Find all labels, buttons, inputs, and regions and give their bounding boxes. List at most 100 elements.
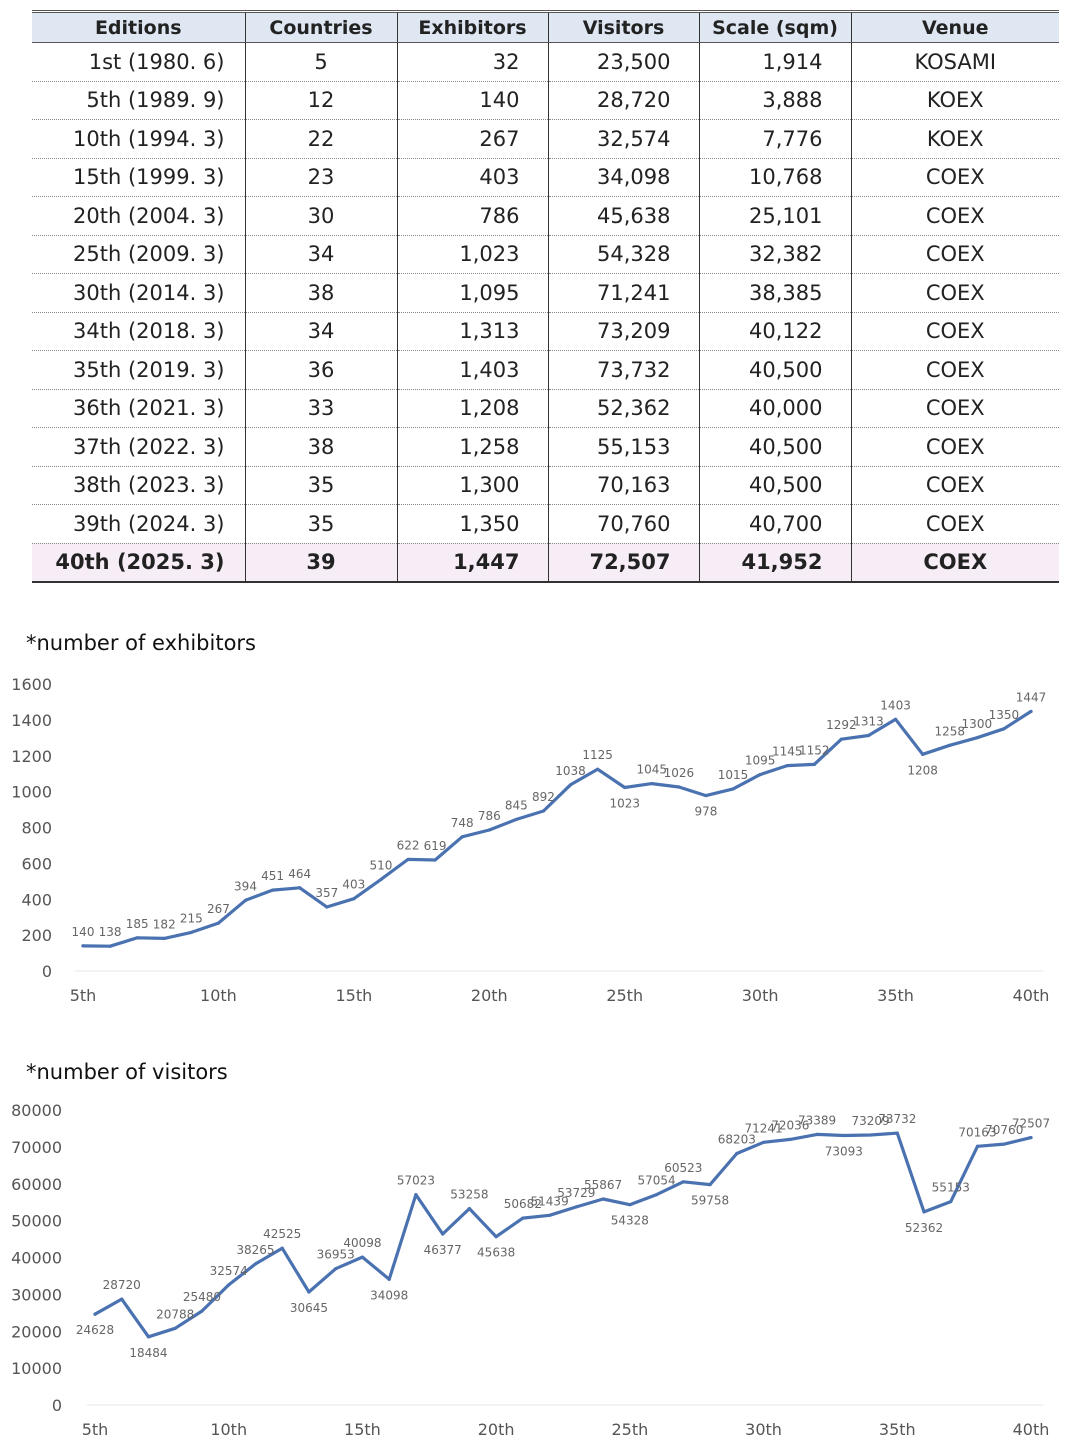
header-visitors: Visitors: [548, 11, 700, 43]
data-point: [441, 1232, 445, 1236]
cell-exhibitors: 786: [397, 196, 549, 236]
y-tick-label: 20000: [11, 1322, 62, 1341]
data-point: [921, 752, 925, 756]
cell-countries: 35: [245, 466, 398, 505]
data-point: [81, 944, 85, 948]
data-label: 786: [478, 809, 501, 823]
data-label: 1403: [880, 698, 911, 712]
x-tick-label: 15th: [344, 1420, 381, 1439]
cell-exhibitors: 1,403: [397, 350, 549, 390]
data-label: 28720: [103, 1278, 141, 1292]
data-label: 185: [126, 917, 149, 931]
data-label: 53258: [450, 1188, 488, 1202]
data-point: [922, 1210, 926, 1214]
data-point: [189, 930, 193, 935]
data-label: 24628: [76, 1323, 114, 1337]
data-point: [135, 936, 139, 940]
cell-visitors: 73,732: [548, 350, 700, 390]
data-point: [494, 1235, 498, 1239]
data-label: 267: [207, 902, 230, 916]
cell-scale: 10,768: [699, 158, 852, 197]
data-label: 73209: [851, 1114, 889, 1128]
data-point: [460, 835, 464, 839]
y-tick-label: 1600: [11, 675, 52, 694]
data-label: 38265: [236, 1243, 274, 1257]
cell-exhibitors: 140: [397, 81, 549, 120]
cell-countries: 33: [245, 389, 398, 428]
data-point: [541, 809, 546, 813]
data-label: 1258: [934, 724, 965, 738]
data-point: [704, 793, 708, 798]
cell-venue: COEX: [851, 196, 1059, 236]
cell-countries: 38: [245, 273, 398, 313]
data-point: [227, 1283, 231, 1287]
data-label: 40098: [343, 1236, 381, 1250]
data-point: [1002, 1142, 1006, 1146]
data-point: [655, 1193, 659, 1197]
data-label: 73093: [825, 1144, 863, 1158]
cell-edition: 40th (2025. 3): [32, 543, 246, 582]
y-tick-label: 400: [21, 890, 52, 909]
data-point: [893, 717, 898, 721]
y-tick-label: 30000: [11, 1285, 62, 1304]
data-point: [568, 783, 573, 787]
data-point: [815, 1132, 819, 1136]
y-tick-label: 800: [21, 819, 52, 838]
data-label: 1125: [582, 748, 613, 762]
data-label: 1152: [799, 743, 830, 757]
data-point: [623, 785, 627, 790]
cell-edition: 1st (1980. 6): [32, 42, 246, 82]
data-point: [173, 1326, 177, 1330]
data-label: 68203: [718, 1133, 756, 1147]
data-point: [298, 886, 302, 890]
cell-scale: 40,700: [699, 504, 852, 544]
data-point: [271, 888, 275, 892]
visitors-line-chart: 0 10000 20000 30000 40000 50000 60000 70000 8000…: [11, 1101, 1050, 1439]
table-row: 37th (2022. 3) 38 1,258 55,153 40,500 COEX: [32, 427, 1059, 467]
cell-scale: 40,500: [699, 466, 852, 505]
y-tick-label: 70000: [11, 1138, 62, 1157]
cell-exhibitors: 32: [397, 42, 549, 82]
table-row: 34th (2018. 3) 34 1,313 73,209 40,122 COEX: [32, 312, 1059, 351]
table-row: 30th (2014. 3) 38 1,095 71,241 38,385 COEX: [32, 273, 1059, 313]
data-point: [975, 1144, 980, 1148]
data-label: 1038: [555, 764, 586, 778]
cell-scale: 40,000: [699, 389, 852, 428]
x-tick-label: 25th: [606, 986, 643, 1005]
data-point: [253, 1262, 258, 1266]
cell-visitors: 32,574: [548, 119, 700, 159]
data-label: 32574: [210, 1264, 248, 1278]
exhibitors-chart-title: *number of exhibitors: [26, 631, 256, 655]
x-tick-label: 20th: [478, 1420, 515, 1439]
table-row: 25th (2009. 3) 34 1,023 54,328 32,382 COEX: [32, 235, 1059, 274]
header-editions: Editions: [32, 11, 246, 43]
data-point: [735, 1151, 739, 1156]
cell-exhibitors: 267: [397, 119, 549, 159]
data-point: [1002, 727, 1006, 731]
data-label: 18484: [129, 1346, 167, 1360]
data-label: 464: [288, 867, 311, 881]
cell-edition: 10th (1994. 3): [32, 119, 246, 159]
cell-visitors: 72,507: [548, 543, 700, 582]
data-label: 357: [315, 886, 338, 900]
data-point: [601, 1197, 605, 1201]
data-label: 34098: [370, 1288, 408, 1302]
data-label: 45638: [477, 1246, 515, 1260]
data-label: 50682: [504, 1197, 542, 1211]
cell-edition: 38th (2023. 3): [32, 466, 246, 505]
data-label: 70760: [985, 1123, 1023, 1137]
data-label: 1208: [907, 763, 938, 777]
data-label: 1292: [826, 718, 857, 732]
data-point: [574, 1205, 578, 1209]
x-tick-label: 25th: [611, 1420, 648, 1439]
header-scale: Scale (sqm): [699, 11, 852, 43]
cell-visitors: 71,241: [548, 273, 700, 313]
data-point: [650, 781, 654, 786]
data-point: [788, 1137, 792, 1141]
x-tick-label: 5th: [70, 986, 97, 1005]
cell-visitors: 55,153: [548, 427, 700, 467]
cell-countries: 30: [245, 196, 398, 236]
cell-venue: COEX: [851, 466, 1059, 505]
data-label: 57023: [397, 1174, 435, 1188]
data-label: 20788: [156, 1307, 194, 1321]
